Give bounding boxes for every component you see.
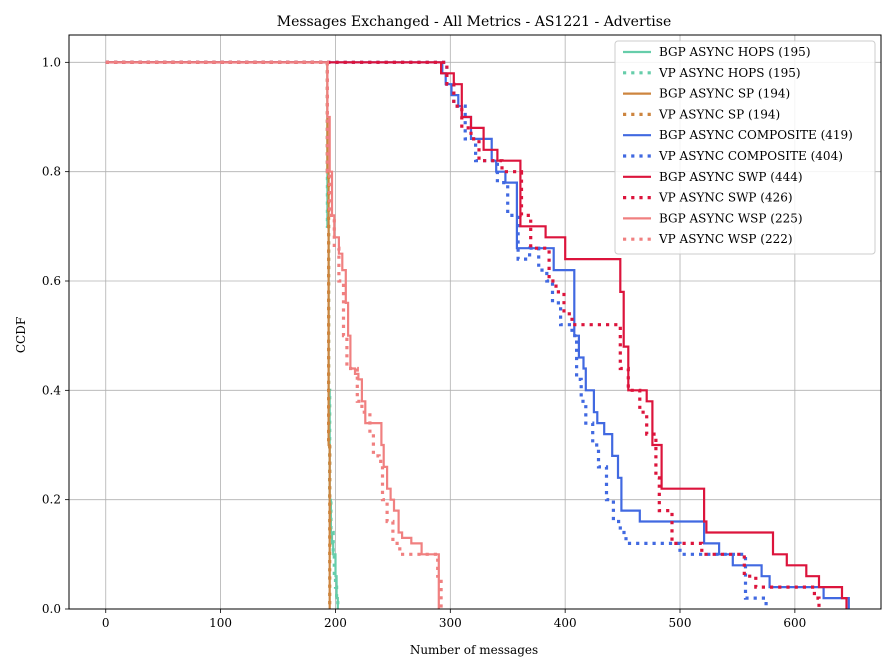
series-line-8 [105, 60, 821, 609]
legend-label: VP ASYNC SWP (426) [658, 191, 793, 205]
series-line-2 [105, 60, 340, 609]
y-tick-label: 0.0 [42, 602, 61, 616]
series-line-6 [105, 60, 768, 609]
legend-label: VP ASYNC HOPS (195) [658, 66, 801, 80]
y-tick-label: 0.6 [42, 274, 61, 288]
legend-label: VP ASYNC COMPOSITE (404) [658, 149, 843, 163]
series-line-3 [105, 61, 331, 609]
legend-box [614, 40, 876, 255]
y-tick-label: 0.4 [42, 383, 61, 397]
y-ticks: 0.0 0.2 0.4 0.6 0.8 1.0 [42, 55, 69, 616]
legend-label: BGP ASYNC SWP (444) [659, 170, 803, 184]
x-tick-label: 500 [669, 616, 692, 630]
series-line-7 [105, 61, 848, 609]
series-line-9 [105, 61, 440, 609]
x-tick-label: 200 [324, 616, 347, 630]
series-line-1 [105, 61, 339, 609]
y-tick-label: 0.8 [42, 165, 61, 179]
legend-label: BGP ASYNC WSP (225) [659, 211, 803, 225]
x-tick-label: 400 [554, 616, 577, 630]
x-tick-label: 300 [439, 616, 462, 630]
legend-label: BGP ASYNC SP (194) [659, 87, 790, 101]
x-tick-label: 0 [102, 616, 110, 630]
legend-label: VP ASYNC SP (194) [658, 107, 780, 121]
x-ticks: 0 100 200 300 400 500 600 [102, 609, 806, 630]
series-line-10 [105, 60, 443, 609]
x-tick-label: 600 [783, 616, 806, 630]
y-tick-label: 1.0 [42, 55, 61, 69]
x-axis-title: Number of messages [410, 643, 538, 657]
y-axis-title: CCDF [14, 317, 28, 353]
legend-label: VP ASYNC WSP (222) [658, 232, 793, 246]
series-line-4 [105, 60, 332, 609]
legend-label: BGP ASYNC COMPOSITE (419) [659, 128, 853, 142]
chart-title: Messages Exchanged - All Metrics - AS122… [277, 14, 671, 30]
legend: BGP ASYNC HOPS (195) VP ASYNC HOPS (195) B… [614, 40, 876, 255]
y-tick-label: 0.2 [42, 493, 61, 507]
series-layer [105, 60, 850, 609]
legend-label: BGP ASYNC HOPS (195) [659, 45, 811, 59]
x-tick-label: 100 [209, 616, 232, 630]
plot-frame [68, 34, 882, 610]
